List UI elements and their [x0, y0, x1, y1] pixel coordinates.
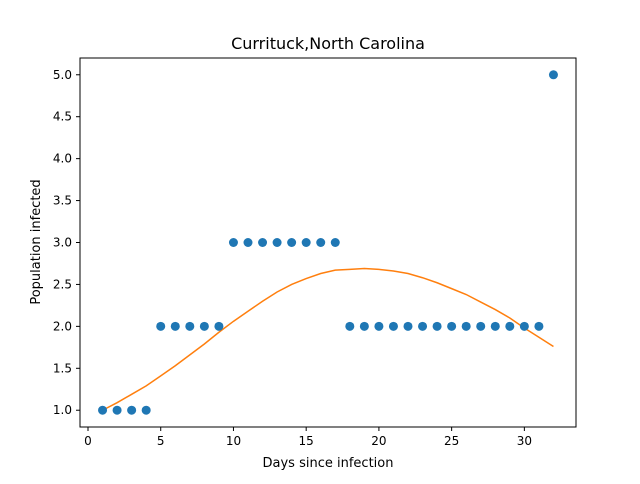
data-point: [548, 70, 558, 80]
data-point: [345, 321, 355, 331]
x-tick-label: 0: [84, 434, 92, 448]
x-tick-label: 20: [371, 434, 386, 448]
data-point: [447, 321, 457, 331]
data-point: [258, 238, 268, 247]
y-tick-label: 2.0: [53, 319, 72, 333]
y-tick-label: 3.0: [53, 236, 72, 250]
y-tick-label: 3.5: [53, 194, 72, 208]
data-point: [418, 321, 428, 331]
y-axis: 1.0 1.5 2.0 2.5 3.0 3.5 4.0 4.5 5.0: [53, 68, 80, 417]
chart-title: Currituck,North Carolina: [231, 34, 425, 53]
axes-frame: [79, 57, 577, 428]
fit-curve: [102, 267, 554, 411]
data-point: [199, 321, 209, 331]
data-point: [228, 238, 238, 247]
plot-area: [98, 70, 558, 415]
x-tick-label: 5: [157, 434, 165, 448]
y-tick-label: 5.0: [53, 68, 72, 82]
data-point: [403, 321, 413, 331]
data-point: [127, 405, 137, 415]
x-tick-label: 10: [226, 434, 241, 448]
data-point: [330, 238, 340, 247]
data-point: [272, 238, 282, 247]
data-point: [461, 321, 471, 331]
data-point: [505, 321, 515, 331]
data-point: [476, 321, 486, 331]
data-point: [287, 238, 297, 247]
data-point: [316, 238, 326, 247]
data-point: [214, 321, 224, 331]
data-point: [112, 405, 122, 415]
x-axis: 0 5 10 15 20 25 30: [84, 427, 532, 448]
data-point: [432, 321, 442, 331]
x-tick-label: 15: [299, 434, 314, 448]
data-point: [534, 321, 544, 331]
x-tick-label: 25: [444, 434, 459, 448]
data-point: [374, 321, 384, 331]
y-tick-label: 1.5: [53, 361, 72, 375]
y-tick-label: 4.0: [53, 152, 72, 166]
x-tick-label: 30: [517, 434, 532, 448]
data-point: [359, 321, 369, 331]
data-point: [170, 321, 180, 331]
data-point: [156, 321, 166, 331]
data-point: [98, 405, 108, 415]
data-point: [243, 238, 253, 247]
data-point: [301, 238, 311, 247]
data-point: [490, 321, 500, 331]
data-point: [519, 321, 529, 331]
x-axis-label: Days since infection: [263, 456, 394, 471]
y-tick-label: 1.0: [53, 403, 72, 417]
data-point: [185, 321, 195, 331]
y-axis-label: Population infected: [29, 179, 44, 304]
y-tick-label: 4.5: [53, 110, 72, 124]
data-point: [388, 321, 398, 331]
y-tick-label: 2.5: [53, 277, 72, 291]
data-point: [141, 405, 151, 415]
